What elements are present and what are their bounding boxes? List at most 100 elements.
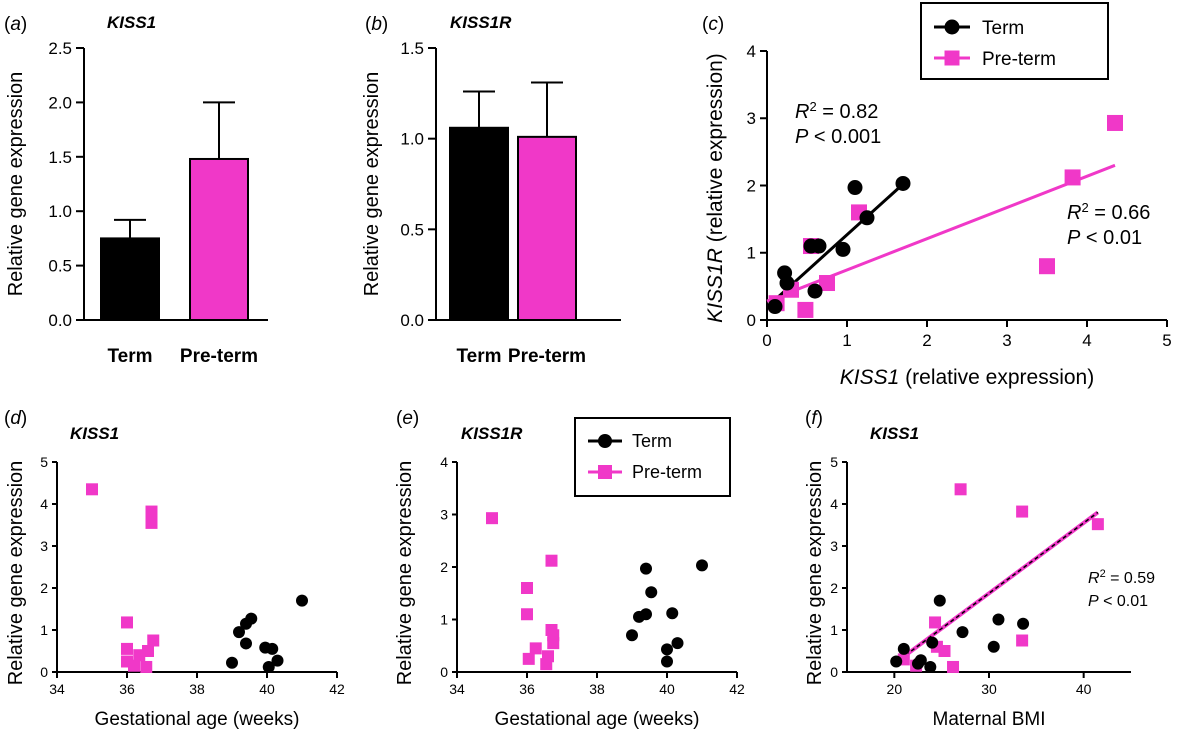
data-point-term	[992, 613, 1005, 626]
data-point-preterm	[145, 516, 158, 529]
legend-marker-preterm	[944, 50, 960, 66]
data-point-term	[640, 562, 652, 575]
legend-label-preterm: Pre-term	[982, 49, 1056, 70]
data-point-term	[666, 607, 679, 620]
stats-p-term-part: P	[795, 126, 809, 148]
panel-label-f-part: )	[817, 408, 823, 429]
x-axis-label: Gestational age (weeks)	[495, 709, 700, 730]
category-label: Pre-term	[180, 346, 258, 367]
y-tick-label: 0	[40, 664, 48, 680]
panel-label-d: (d)	[4, 408, 27, 429]
y-tick-label: 2.5	[48, 39, 72, 58]
data-point-preterm	[140, 660, 153, 673]
panel-label-a-part: )	[21, 14, 27, 35]
panel-label-b-part: b	[371, 14, 382, 35]
stats-r2-part: 2	[1100, 568, 1106, 580]
data-point-term	[956, 626, 969, 639]
panel-label-c-part: c	[708, 14, 718, 35]
panel-title: KISS1	[870, 424, 919, 443]
panel-label-f: (f)	[805, 408, 823, 429]
y-axis-label-part: (relative expression)	[704, 53, 727, 248]
x-tick-label: 4	[1082, 331, 1091, 350]
data-point-preterm	[121, 642, 133, 655]
y-tick-label: 0.0	[400, 311, 424, 330]
category-label: Term	[456, 346, 501, 367]
data-point-preterm	[1016, 634, 1029, 647]
y-tick-label: 2	[440, 559, 448, 575]
stats-r2-term-part: R	[795, 101, 809, 123]
y-tick-label: 1.0	[48, 202, 72, 221]
data-point-preterm	[1064, 169, 1081, 186]
data-point-term	[914, 654, 927, 667]
stats-p-preterm: P < 0.01	[1067, 227, 1142, 249]
y-tick-label: 4	[440, 454, 448, 470]
panel-label-a-part: a	[10, 14, 21, 35]
legend-label-preterm: Pre-term	[632, 462, 702, 482]
y-tick-label: 3	[830, 538, 838, 554]
panel-title: KISS1R	[450, 13, 512, 32]
data-point-preterm	[947, 660, 960, 673]
data-point-preterm	[142, 645, 154, 657]
legend-marker-term	[598, 434, 612, 448]
x-axis-label-part: (relative expression)	[899, 366, 1094, 389]
data-point-preterm	[938, 645, 951, 657]
data-point-preterm	[529, 642, 542, 655]
panel-label-c: (c)	[702, 14, 724, 35]
data-point-preterm	[1039, 258, 1055, 275]
category-label: Term	[107, 346, 152, 367]
panel-f: KISS1 Relative gene expression 0 1 2 3 4 5 20 30 4…	[804, 424, 1155, 730]
panel-a: KISS1 Relative gene expression 0.0 0.5 1.0 1.…	[5, 13, 268, 367]
data-point-term	[1017, 617, 1030, 630]
y-tick-label: 4	[40, 496, 48, 512]
x-tick-label: 38	[189, 681, 205, 697]
y-tick-label: 1	[830, 622, 838, 638]
y-tick-label: 0.5	[400, 220, 424, 239]
x-tick-label: 34	[49, 681, 65, 697]
data-point-preterm	[486, 512, 498, 525]
y-tick-label: 0.0	[48, 311, 72, 330]
data-point-term	[987, 640, 1000, 653]
data-point-term	[226, 656, 238, 669]
data-point-preterm	[128, 659, 140, 672]
data-point-term	[262, 660, 275, 673]
panel-label-e-part: e	[402, 408, 413, 429]
y-tick-label: 3	[440, 506, 448, 522]
data-point-preterm	[547, 637, 560, 650]
stats-r2-preterm-part: R	[1067, 202, 1081, 224]
y-axis-label: KISS1R (relative expression)	[704, 53, 727, 323]
x-tick-label: 0	[762, 331, 771, 350]
bar-pre-term	[189, 157, 249, 321]
data-point-term	[926, 636, 939, 649]
data-point-term	[271, 654, 284, 667]
data-point-term	[767, 299, 783, 315]
data-point-preterm	[121, 616, 133, 629]
y-axis-label-part: KISS1R	[704, 248, 727, 323]
legend-marker-term	[944, 19, 960, 35]
legend-marker-preterm	[598, 465, 612, 479]
x-tick-label: 42	[329, 681, 345, 697]
x-axis-label: KISS1 (relative expression)	[840, 366, 1094, 389]
data-point-term	[661, 655, 673, 668]
legend-box	[574, 417, 731, 497]
panel-label-c-part: (	[702, 14, 709, 35]
stats-r2-preterm-part: = 0.66	[1089, 202, 1151, 224]
stats-p-term: P < 0.001	[795, 126, 881, 148]
y-tick-label: 1.5	[400, 39, 424, 58]
panel-label-e-part: )	[413, 408, 419, 429]
data-point-term	[933, 594, 946, 607]
y-axis-label: Relative gene expression	[5, 461, 27, 686]
data-point-preterm	[819, 275, 835, 292]
panel-title: KISS1R	[461, 424, 523, 443]
stats-r2-term: R2 = 0.82	[795, 99, 878, 124]
legend: Term Pre-term	[574, 417, 731, 497]
y-tick-label: 0.5	[48, 257, 72, 276]
y-tick-label: 4	[747, 42, 756, 61]
y-tick-label: 4	[830, 496, 838, 512]
panel-title: KISS1	[70, 424, 119, 443]
stats-r2-preterm-part: 2	[1081, 200, 1088, 215]
panel-label-d-part: (	[4, 408, 11, 429]
data-point-term	[779, 275, 795, 291]
stats-p-preterm-part: P	[1067, 227, 1081, 249]
stats-p-part: < 0.01	[1099, 593, 1148, 610]
